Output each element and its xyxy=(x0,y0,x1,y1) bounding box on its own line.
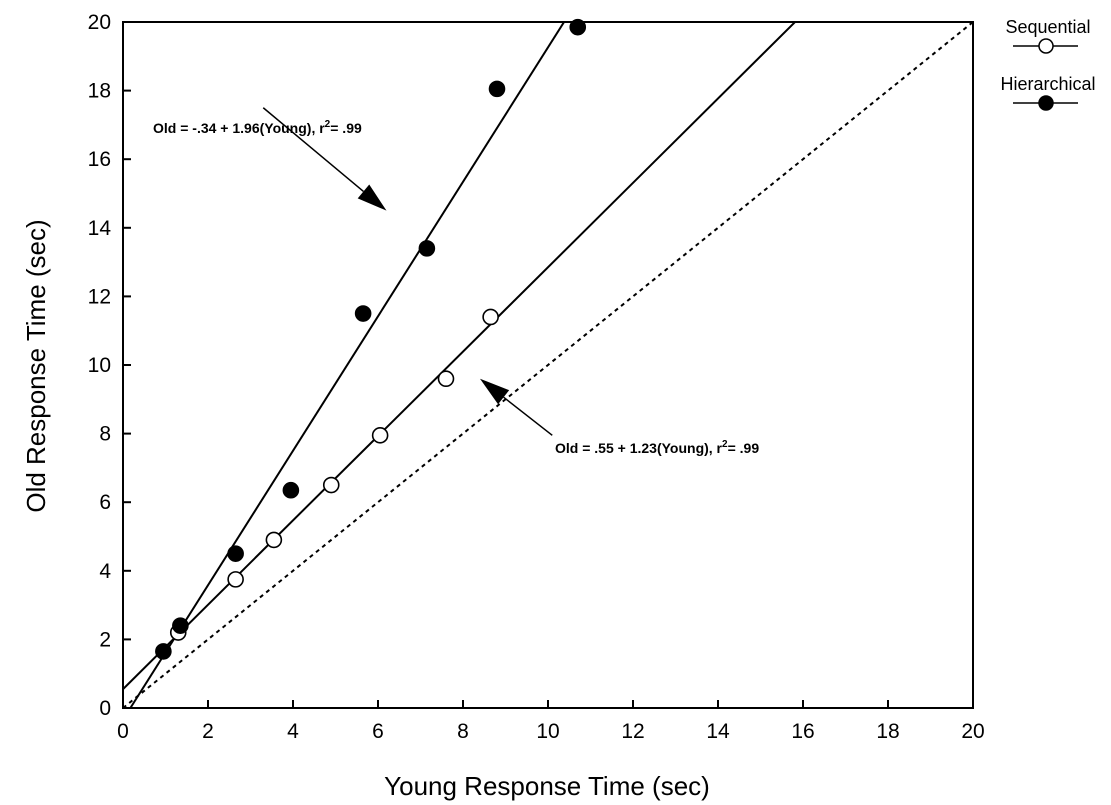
hierarchical-point xyxy=(354,305,372,322)
legend-label-hierarchical: Hierarchical xyxy=(1000,74,1095,94)
x-tick-label: 20 xyxy=(961,720,984,743)
x-tick-label: 4 xyxy=(287,720,299,743)
sequential-point xyxy=(227,571,244,588)
y-tick-label: 14 xyxy=(88,217,112,240)
y-tick-label: 10 xyxy=(88,354,111,377)
hierarchical-arrow xyxy=(262,107,387,211)
hierarchical-point xyxy=(282,481,300,499)
annotations-layer: Old = -.34 + 1.96(Young), r2= .99 Old = .… xyxy=(153,107,759,456)
x-axis-title: Young Response Time (sec) xyxy=(384,771,710,801)
hierarchical-fit-line xyxy=(129,22,566,708)
sequential-fit-line xyxy=(123,22,797,690)
x-tick-label: 16 xyxy=(791,720,814,743)
y-tick-label: 0 xyxy=(99,697,111,720)
reference-line-layer xyxy=(123,22,973,708)
y-tick-label: 20 xyxy=(88,11,111,34)
hierarchical-point xyxy=(155,643,172,660)
x-tick-label: 10 xyxy=(536,720,559,743)
sequential-point xyxy=(437,370,455,388)
y-tick-label: 12 xyxy=(88,285,111,308)
hierarchical-point xyxy=(488,80,506,98)
y-tick-label: 2 xyxy=(99,628,111,651)
x-tick-label: 2 xyxy=(202,720,214,743)
fit-lines-layer xyxy=(123,22,797,708)
x-tick-label: 8 xyxy=(457,720,469,743)
legend-label-sequential: Sequential xyxy=(1005,17,1090,37)
sequential-arrow-head xyxy=(480,378,510,405)
hierarchical-arrow-shaft xyxy=(262,107,364,192)
hierarchical-point xyxy=(227,545,244,562)
points-layer xyxy=(155,18,587,660)
x-tick-label: 6 xyxy=(372,720,384,743)
y-tick-label: 16 xyxy=(88,148,111,171)
ticks-layer: 0 2 4 6 8 10 12 14 16 18 20 0 2 4 6 8 10 12 14 16 18 20 xyxy=(88,11,985,743)
y-axis-title: Old Response Time (sec) xyxy=(21,219,51,512)
hierarchical-point xyxy=(172,617,189,634)
y-tick-label: 4 xyxy=(99,560,111,583)
sequential-equation-label: Old = .55 + 1.23(Young), r2= .99 xyxy=(555,439,759,456)
x-tick-label: 18 xyxy=(876,720,899,743)
sequential-arrow-shaft xyxy=(503,396,553,436)
legend-marker-sequential xyxy=(1038,38,1054,54)
y-tick-label: 18 xyxy=(88,80,111,103)
legend-marker-hierarchical xyxy=(1038,95,1054,111)
sequential-point xyxy=(322,476,340,494)
identity-reference-line xyxy=(123,22,973,708)
sequential-arrow xyxy=(480,378,553,436)
hierarchical-point xyxy=(418,240,436,257)
x-tick-label: 14 xyxy=(706,720,730,743)
sequential-point xyxy=(371,427,389,444)
hierarchical-arrow-head xyxy=(357,184,387,211)
y-tick-label: 6 xyxy=(99,491,111,514)
x-tick-label: 12 xyxy=(621,720,644,743)
y-tick-label: 8 xyxy=(99,423,111,446)
sequential-point xyxy=(265,531,283,549)
hierarchical-equation-label: Old = -.34 + 1.96(Young), r2= .99 xyxy=(153,119,362,136)
sequential-point xyxy=(482,308,499,326)
hierarchical-point xyxy=(569,18,587,36)
x-tick-label: 0 xyxy=(117,720,129,743)
legend: Sequential Hierarchical xyxy=(1000,17,1096,111)
